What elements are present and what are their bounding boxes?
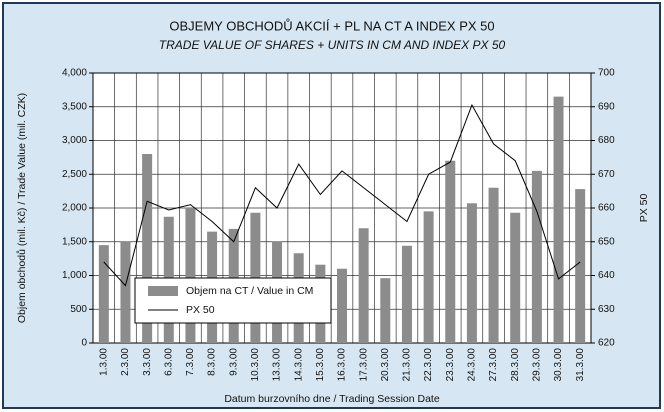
x-tick-label: 21.3.00 bbox=[402, 348, 413, 382]
x-tick-label: 20.3.00 bbox=[380, 348, 391, 382]
x-tick-label: 24.3.00 bbox=[467, 348, 478, 382]
x-tick-label: 23.3.00 bbox=[445, 348, 456, 382]
y-tick-label: 500 bbox=[70, 304, 87, 315]
x-tick-label: 3.3.00 bbox=[142, 348, 153, 376]
line bbox=[103, 103, 581, 287]
bar bbox=[380, 278, 391, 343]
y2-tick-label: 700 bbox=[598, 68, 615, 79]
x-tick-label: 7.3.00 bbox=[185, 348, 196, 376]
y2-tick-label: 660 bbox=[598, 203, 615, 214]
bar bbox=[488, 187, 499, 343]
x-tick-label: 15.3.00 bbox=[315, 348, 326, 382]
x-axis-label: Datum burzovního dne / Trading Session D… bbox=[224, 393, 440, 405]
x-tick-label: 17.3.00 bbox=[358, 348, 369, 382]
x-tick-label: 30.3.00 bbox=[553, 348, 564, 382]
legend-label: PX 50 bbox=[186, 304, 215, 316]
y-tick-label: 1,500 bbox=[62, 236, 87, 247]
x-tick-label: 10.3.00 bbox=[250, 348, 261, 382]
x-tick-label: 28.3.00 bbox=[510, 348, 521, 382]
x-tick-label: 27.3.00 bbox=[488, 348, 499, 382]
x-tick-label: 6.3.00 bbox=[163, 348, 174, 376]
y2-tick-label: 670 bbox=[598, 169, 615, 180]
x-tick-label: 16.3.00 bbox=[337, 348, 348, 382]
bar bbox=[445, 160, 456, 343]
chart-subtitle: TRADE VALUE OF SHARES + UNITS IN CM AND … bbox=[159, 38, 506, 52]
bar bbox=[553, 96, 564, 343]
bar bbox=[466, 203, 477, 343]
bar bbox=[531, 170, 542, 343]
bar bbox=[575, 189, 586, 343]
chart-title: OBJEMY OBCHODŮ AKCIÍ + PL NA CT A INDEX … bbox=[169, 18, 494, 33]
y-tick-label: 0 bbox=[81, 338, 87, 349]
y2-tick-label: 650 bbox=[598, 236, 615, 247]
x-tick-label: 2.3.00 bbox=[120, 348, 131, 376]
y2-tick-label: 620 bbox=[598, 338, 615, 349]
y2-axis-label: PX 50 bbox=[638, 194, 650, 223]
legend-box bbox=[134, 277, 332, 324]
y2-tick-label: 640 bbox=[598, 270, 615, 281]
legend-label: Objem na CT / Value in CM bbox=[186, 285, 313, 297]
bar bbox=[337, 268, 347, 343]
bar bbox=[120, 241, 131, 343]
x-tick-label: 31.3.00 bbox=[575, 348, 586, 382]
y-axis-label: Objem obchodů (mil. Kč) / Trade Value (m… bbox=[16, 93, 28, 323]
bar bbox=[98, 245, 109, 343]
y-tick-label: 2,500 bbox=[62, 169, 87, 180]
bar bbox=[510, 212, 521, 343]
y-tick-label: 4,000 bbox=[62, 68, 87, 79]
x-tick-label: 1.3.00 bbox=[98, 348, 109, 376]
legend-swatch bbox=[148, 286, 178, 296]
bar bbox=[358, 228, 369, 343]
bar bbox=[142, 154, 153, 343]
legend: Objem na CT / Value in CM PX 50 bbox=[134, 277, 332, 324]
y2-tick-label: 630 bbox=[598, 304, 615, 315]
y-tick-label: 1,000 bbox=[62, 270, 87, 281]
bar bbox=[401, 245, 412, 343]
x-tick-label: 22.3.00 bbox=[423, 348, 434, 382]
y2-tick-label: 680 bbox=[598, 135, 615, 146]
y-tick-label: 3,500 bbox=[62, 101, 87, 112]
x-tick-label: 14.3.00 bbox=[293, 348, 304, 382]
x-tick-label: 13.3.00 bbox=[272, 348, 283, 382]
x-tick-label: 29.3.00 bbox=[532, 348, 543, 382]
x-tick-label: 9.3.00 bbox=[228, 348, 239, 376]
y2-tick-label: 690 bbox=[598, 101, 615, 112]
bar bbox=[423, 211, 434, 343]
x-tick-label: 8.3.00 bbox=[207, 348, 218, 376]
bar bbox=[185, 208, 196, 343]
y-tick-label: 3,000 bbox=[62, 135, 87, 146]
y-tick-label: 2,000 bbox=[62, 203, 87, 214]
